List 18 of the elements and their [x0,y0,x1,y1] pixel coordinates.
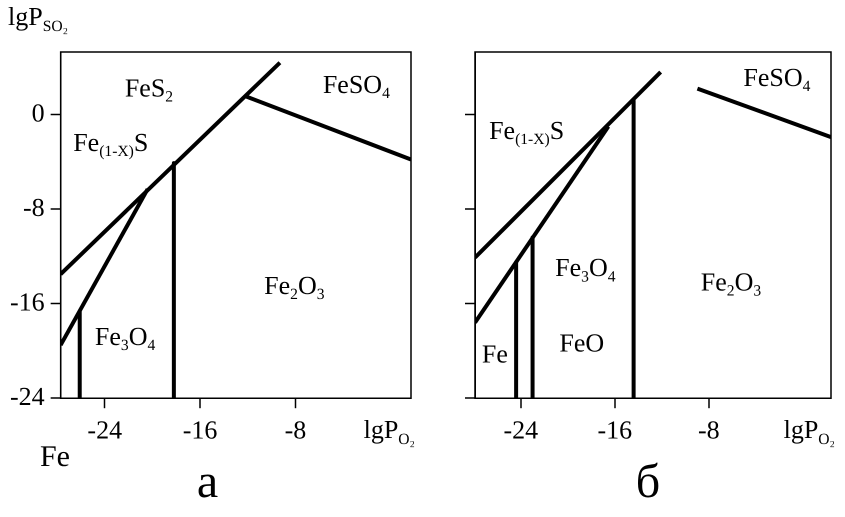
x-tick-label: -16 [597,416,632,445]
text: Fe [40,440,70,474]
y-axis-title: lgP$_{SO₂}$ [8,2,68,36]
x-axis-title: lgP$_{O₂}$ [784,415,835,450]
x-tick-label: -24 [503,416,538,445]
y-tick-label: 0 [32,98,45,128]
annotation: Fe [482,339,508,368]
x-tick-label: -24 [87,416,122,445]
text: б [636,454,660,508]
y-tick-label: -16 [10,288,45,317]
text: а [196,454,218,508]
x-tick-label: -16 [182,416,218,445]
x-tick-label: -8 [284,416,306,445]
x-tick-label: -8 [698,416,720,445]
y-tick-label: -8 [22,192,45,222]
x-axis-title: lgP$_{O₂}$ [364,415,415,450]
y-tick-label: -24 [10,382,45,412]
annotation: FeO [559,328,604,358]
